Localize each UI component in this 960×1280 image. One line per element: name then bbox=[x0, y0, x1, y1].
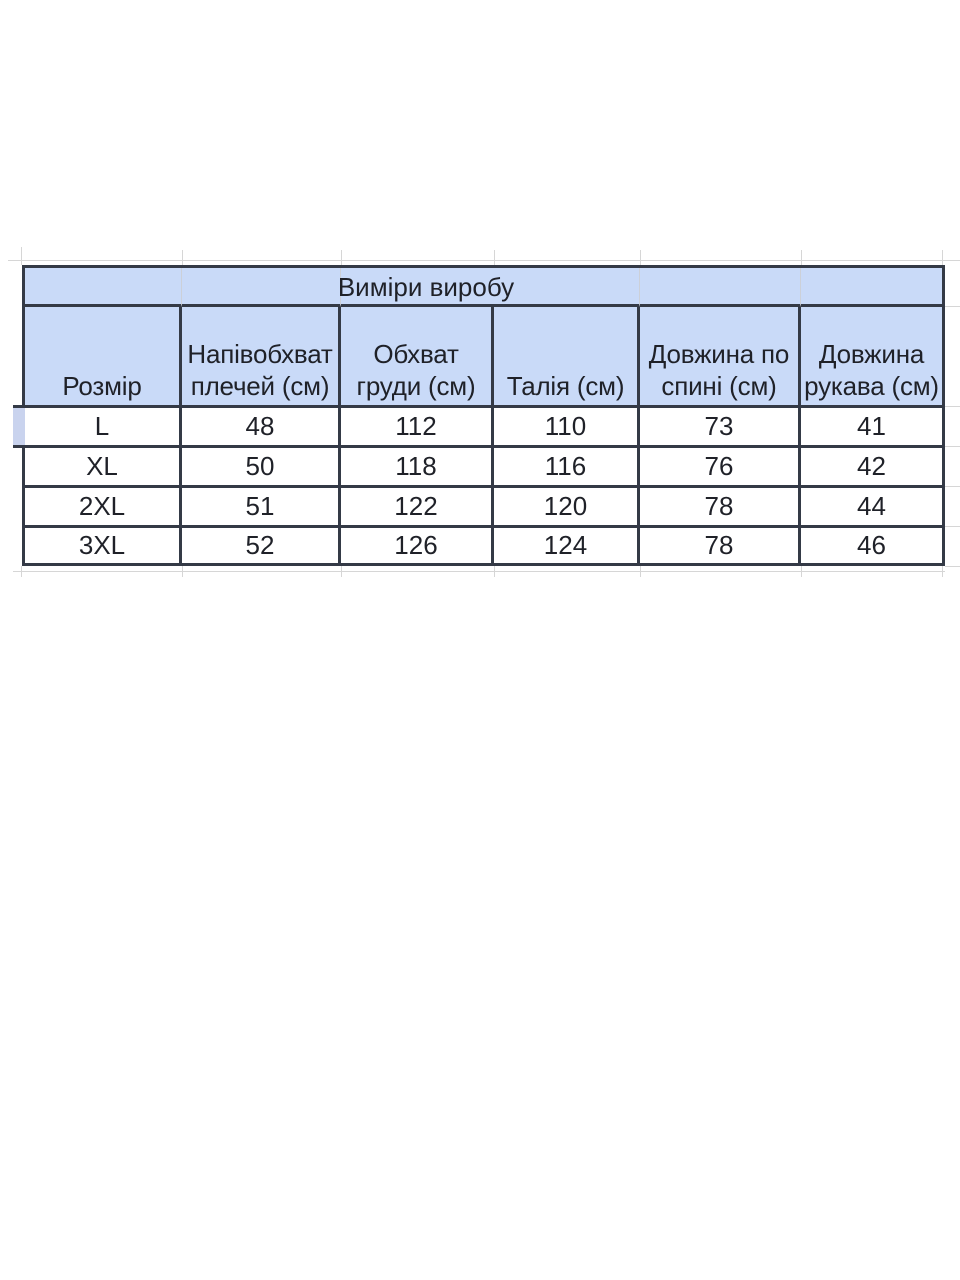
gridline bbox=[21, 566, 22, 577]
size-cell: 2XL bbox=[25, 488, 182, 528]
title-row-cell bbox=[341, 268, 494, 307]
table-cell: 118 bbox=[341, 448, 494, 488]
gridline bbox=[945, 406, 960, 407]
table-cell: 110 bbox=[494, 408, 640, 448]
title-row-cell bbox=[801, 268, 942, 307]
table-cell: 73 bbox=[640, 408, 801, 448]
table-cell: 50 bbox=[182, 448, 341, 488]
table-cell: 126 bbox=[341, 528, 494, 563]
size-chart-table: Розмір Напівобхват плечей (см) Обхват гр… bbox=[22, 265, 945, 566]
title-row-cell bbox=[640, 268, 801, 307]
col-header-back-length: Довжина по спині (см) bbox=[640, 307, 801, 408]
table-cell: 41 bbox=[801, 408, 942, 448]
col-header-chest: Обхват груди (см) bbox=[341, 307, 494, 408]
col-header-waist: Талія (см) bbox=[494, 307, 640, 408]
gridline bbox=[341, 566, 342, 577]
title-row-cell bbox=[494, 268, 640, 307]
gridline bbox=[942, 250, 943, 265]
table-cell: 51 bbox=[182, 488, 341, 528]
table-cell: 52 bbox=[182, 528, 341, 563]
gridline bbox=[945, 446, 960, 447]
table-cell: 124 bbox=[494, 528, 640, 563]
gridline bbox=[801, 250, 802, 265]
gridline bbox=[13, 571, 945, 572]
col-header-size: Розмір bbox=[25, 307, 182, 408]
gridline bbox=[942, 566, 943, 577]
size-cell: 3XL bbox=[25, 528, 182, 563]
gridline bbox=[182, 250, 183, 265]
size-cell: L bbox=[25, 408, 182, 448]
title-row-cell bbox=[182, 268, 341, 307]
col-header-sleeve-length: Довжина рукава (см) bbox=[801, 307, 942, 408]
gridline bbox=[801, 566, 802, 577]
table-cell: 42 bbox=[801, 448, 942, 488]
gridline bbox=[182, 566, 183, 577]
table-cell: 116 bbox=[494, 448, 640, 488]
gridline bbox=[494, 566, 495, 577]
table-cell: 120 bbox=[494, 488, 640, 528]
size-cell: XL bbox=[25, 448, 182, 488]
gridline bbox=[341, 250, 342, 265]
gridline bbox=[640, 250, 641, 265]
title-row-cell bbox=[25, 268, 182, 307]
table-cell: 78 bbox=[640, 488, 801, 528]
table-cell: 46 bbox=[801, 528, 942, 563]
gridline bbox=[945, 526, 960, 527]
table-cell: 112 bbox=[341, 408, 494, 448]
col-header-shoulder: Напівобхват плечей (см) bbox=[182, 307, 341, 408]
gridline bbox=[945, 566, 960, 567]
row-highlight-strip bbox=[13, 405, 25, 448]
gridline bbox=[21, 247, 22, 265]
table-title: Виміри виробу bbox=[337, 272, 515, 302]
gridline bbox=[494, 250, 495, 265]
table-cell: 122 bbox=[341, 488, 494, 528]
gridline bbox=[8, 260, 960, 261]
table-cell: 48 bbox=[182, 408, 341, 448]
table-cell: 76 bbox=[640, 448, 801, 488]
table-cell: 44 bbox=[801, 488, 942, 528]
gridline bbox=[945, 486, 960, 487]
gridline bbox=[945, 306, 960, 307]
table-cell: 78 bbox=[640, 528, 801, 563]
gridline bbox=[640, 566, 641, 577]
